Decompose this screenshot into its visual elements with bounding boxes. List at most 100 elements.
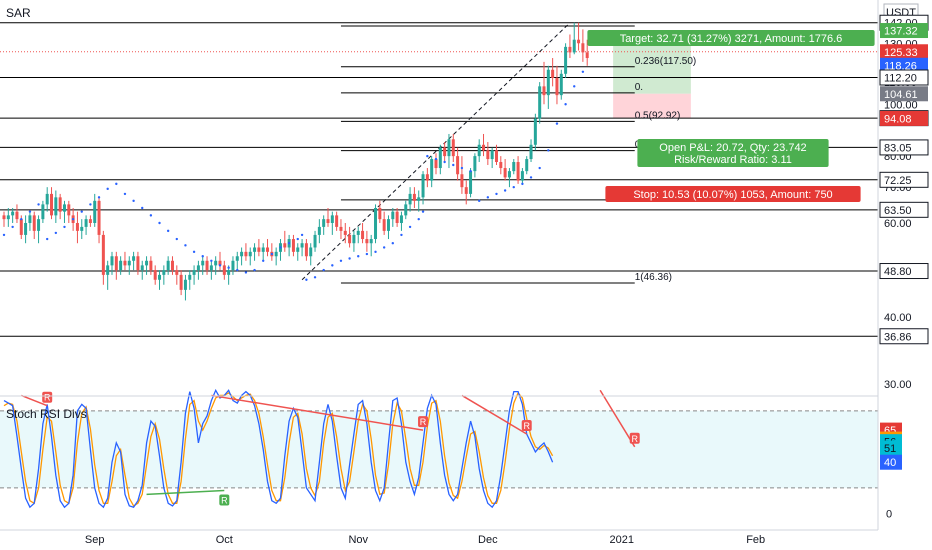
price-tag [879, 263, 929, 280]
price-tag [880, 454, 902, 470]
candle-body [564, 46, 568, 74]
candle-body [97, 200, 101, 235]
candle-body [231, 260, 235, 271]
candle-body [477, 144, 481, 157]
divergence-badge-label: R [221, 495, 228, 505]
sar-dot [279, 246, 282, 249]
divergence-badge [418, 416, 429, 428]
candle-body [205, 260, 209, 271]
candle-body [386, 219, 390, 231]
candle-body [438, 147, 442, 169]
divergence-badge-label: R [631, 434, 638, 444]
price-tag-label: 137.32 [884, 26, 918, 38]
candle-body [37, 219, 41, 231]
sar-dot [322, 268, 325, 272]
sar-dot [512, 185, 515, 189]
candle-body [317, 226, 321, 235]
sar-dot [54, 231, 58, 235]
sar-dot [253, 268, 256, 272]
sar-dot [244, 271, 248, 274]
price-tag-label: 118.26 [884, 60, 917, 72]
candle-body [119, 260, 123, 271]
candle-body [19, 219, 23, 235]
fib-level-label: 0.5(92.92) [635, 110, 681, 121]
sar-dot [287, 242, 291, 245]
divergence-badge-label: R [420, 417, 427, 427]
candle-body [101, 234, 105, 275]
candle-body [456, 156, 460, 175]
sar-dot [2, 233, 6, 237]
candle-body [84, 219, 88, 227]
sar-dot [331, 264, 334, 267]
bear-divergence-line [21, 394, 48, 407]
candle-body [123, 260, 127, 266]
sar-dot [270, 252, 274, 256]
candle-body [417, 197, 421, 201]
candle-body [421, 174, 425, 198]
candle-body [361, 230, 365, 240]
price-tag [879, 139, 929, 156]
sar-dot [503, 189, 507, 192]
oscillator-title: Stoch RSI Divs [6, 407, 87, 421]
sar-dot [210, 259, 213, 262]
candle-body [114, 256, 118, 271]
candle-body [365, 239, 369, 244]
candle-body [447, 139, 451, 157]
candle-body [581, 43, 585, 53]
candle-body [482, 144, 486, 151]
candle-body [356, 230, 360, 235]
sar-dot [573, 85, 576, 88]
target-label-text: Target: 32.71 (31.27%) 3271, Amount: 177… [620, 33, 843, 45]
candle-body [257, 247, 261, 252]
sar-dot [218, 264, 222, 267]
candle-body [425, 174, 429, 181]
stop-zone [613, 93, 691, 119]
candle-body [162, 270, 166, 275]
candle-body [512, 162, 516, 172]
candle-body [533, 118, 537, 145]
price-tag [879, 328, 929, 345]
sar-dot [486, 196, 490, 199]
candle-body [434, 159, 438, 169]
sar-dot [262, 259, 265, 262]
sar-dot [529, 176, 533, 179]
candle-body [158, 274, 162, 280]
price-tag-label: 63.50 [884, 205, 912, 217]
candle-body [555, 77, 559, 96]
candle-body [28, 215, 32, 223]
sar-dot [547, 149, 550, 152]
bull-divergence-line [146, 489, 225, 496]
sar-dot [339, 259, 343, 262]
time-axis-tick: Feb [746, 534, 765, 546]
sar-dot [305, 278, 308, 281]
candle-body [382, 219, 386, 231]
candle-body [93, 200, 97, 223]
candle-body [166, 260, 170, 271]
sar-dot [192, 250, 196, 254]
candle-body [503, 168, 507, 178]
candle-body [330, 215, 334, 223]
sar-dot [357, 255, 360, 258]
candle-body [54, 197, 58, 216]
candle-body [507, 171, 511, 178]
sar-dot [495, 192, 498, 196]
price-tag [880, 23, 928, 39]
sar-dot [478, 199, 481, 203]
sar-dot [201, 255, 204, 258]
candle-body [296, 247, 300, 252]
price-tag [880, 110, 928, 126]
candle-body [399, 215, 403, 223]
sar-dot [227, 266, 230, 269]
candle-body [24, 222, 28, 235]
sar-dot [89, 203, 92, 206]
target-label [587, 30, 875, 46]
candle-body [244, 251, 248, 257]
sar-dot [538, 166, 541, 170]
candle-body [62, 204, 66, 212]
candle-body [559, 73, 563, 96]
candle-body [240, 251, 244, 257]
divergence-badge-label: R [44, 393, 51, 403]
price-tag-label: 112.20 [884, 72, 917, 84]
